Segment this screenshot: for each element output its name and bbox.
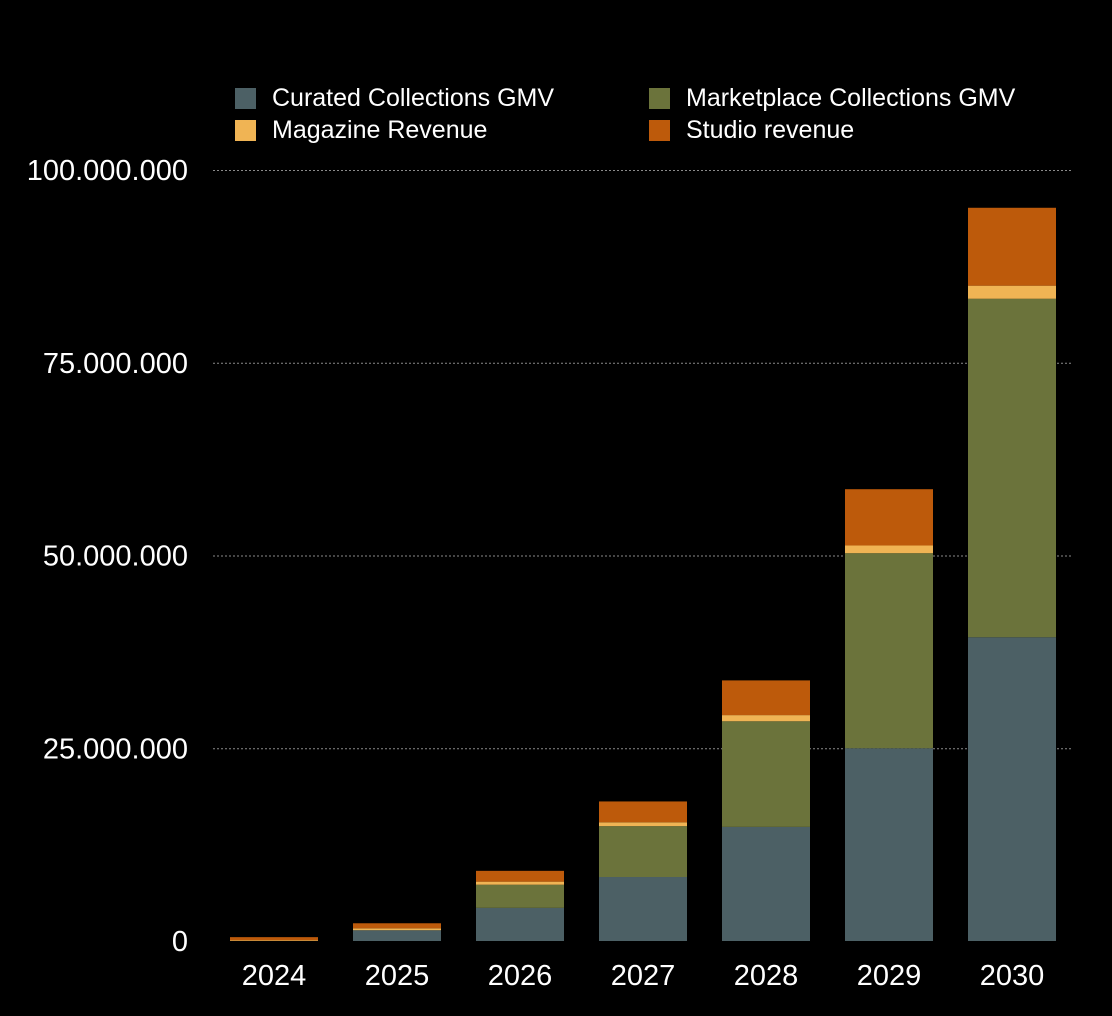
bar-segment-studio-revenue [968,207,1056,286]
legend-swatch [235,120,256,141]
legend-label: Marketplace Collections GMV [686,84,1016,112]
bar-stack-2029 [845,489,933,941]
legend-swatch [649,88,670,109]
bar-segment-magazine-revenue [968,285,1056,299]
y-tick-label: 75.000.000 [43,348,188,380]
bar-segment-curated-collections-gmv [599,877,687,941]
bar-stack-2030 [968,207,1056,941]
y-tick-label: 100.000.000 [27,155,188,187]
legend-item-marketplace-collections-gmv: Marketplace Collections GMV [649,84,1015,113]
bar-segment-curated-collections-gmv [845,748,933,941]
y-tick-label: 25.000.000 [43,733,188,765]
bar-segment-studio-revenue [230,937,318,941]
bar-segment-marketplace-collections-gmv [476,884,564,908]
bar-segment-curated-collections-gmv [476,907,564,941]
legend-swatch [235,88,256,109]
bar-segment-magazine-revenue [845,545,933,554]
bar-segment-curated-collections-gmv [353,930,441,941]
x-tick-label: 2028 [734,960,799,992]
bar-stack-2025 [353,923,441,941]
x-tick-label: 2025 [365,960,430,992]
bar-segment-studio-revenue [476,870,564,882]
legend-swatch [649,120,670,141]
x-tick-label: 2027 [611,960,676,992]
y-tick-label: 50.000.000 [43,541,188,573]
bar-segment-magazine-revenue [476,881,564,885]
x-axis: 2024 2025 2026 2027 2028 2029 2030 [242,960,1045,992]
bar-segment-marketplace-collections-gmv [968,298,1056,638]
bar-segment-magazine-revenue [722,715,810,722]
bar-segment-studio-revenue [722,680,810,716]
bar-stack-2026 [476,870,564,941]
bar-segment-studio-revenue [599,801,687,823]
bar-segment-magazine-revenue [599,822,687,827]
x-tick-label: 2026 [488,960,553,992]
x-tick-label: 2029 [857,960,922,992]
bar-stack-2024 [230,937,318,941]
legend-item-curated-collections-gmv: Curated Collections GMV [235,84,554,113]
x-tick-label: 2030 [980,960,1045,992]
bar-segment-curated-collections-gmv [722,826,810,941]
y-tick-label: 0 [172,926,188,958]
legend-label: Magazine Revenue [272,116,488,144]
bar-segment-magazine-revenue [230,940,318,941]
y-axis: 0 25.000.000 50.000.000 75.000.000 100.000.0… [27,155,188,958]
legend-label: Studio revenue [686,116,855,144]
bar-segment-studio-revenue [353,923,441,929]
bar-segment-studio-revenue [845,489,933,546]
bar-segment-marketplace-collections-gmv [599,826,687,878]
gridlines [213,170,1071,750]
bar-stack-2027 [599,801,687,941]
legend-item-magazine-revenue: Magazine Revenue [235,116,487,145]
legend-label: Curated Collections GMV [272,84,555,112]
bar-segment-marketplace-collections-gmv [722,721,810,827]
bar-segment-curated-collections-gmv [968,637,1056,941]
bars [230,207,1056,941]
bar-segment-marketplace-collections-gmv [845,553,933,749]
legend-item-studio-revenue: Studio revenue [649,116,854,145]
x-tick-label: 2024 [242,960,307,992]
bar-segment-magazine-revenue [353,928,441,931]
bar-stack-2028 [722,680,810,941]
